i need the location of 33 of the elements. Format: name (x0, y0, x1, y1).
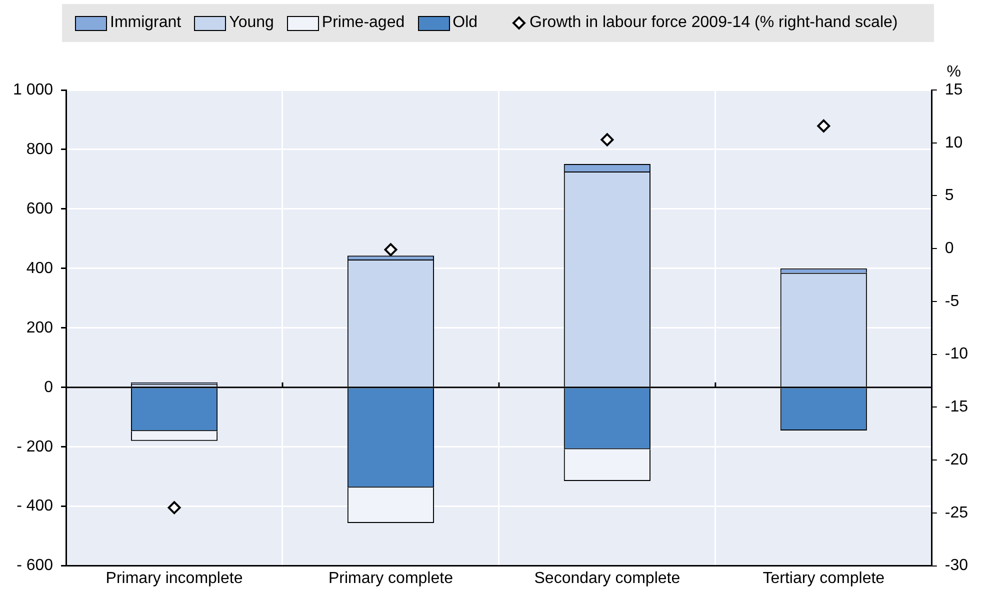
y2-tick-label: -10 (944, 346, 968, 363)
legend-label: Prime-aged (320, 14, 405, 32)
y2-tick-label: -20 (944, 451, 968, 468)
y2-tick-label: -15 (944, 398, 968, 416)
point (168, 501, 181, 514)
y-tick-label: - 600 (16, 557, 54, 574)
y2-tick-label: 15 (944, 81, 963, 98)
y2-tick-label: -25 (944, 504, 968, 522)
y-tick-label: 600 (26, 200, 54, 218)
point (817, 119, 830, 132)
y2-tick-label: 10 (944, 134, 963, 152)
y-tick-label: - 400 (16, 498, 54, 515)
legend-label: Young (228, 14, 274, 32)
legend-label: Immigrant (109, 14, 182, 32)
legend-label: Growth in labour force 2009-14 (% right-hand scale) (528, 14, 898, 32)
y-tick-label: 0 (44, 378, 54, 396)
x-tick-label: Primary complete (328, 570, 454, 587)
y2-tick-label: 5 (944, 187, 954, 204)
y-tick-label: 400 (26, 260, 54, 277)
y2-tick-label: 0 (944, 240, 954, 258)
x-tick-label: Secondary complete (534, 570, 680, 587)
y2-axis-title: % (946, 63, 961, 80)
point (384, 243, 398, 256)
y2-tick-label: -30 (944, 557, 968, 574)
legend-label: Old (452, 14, 478, 32)
x-tick-label: Tertiary complete (762, 570, 885, 587)
x-tick-label: Primary incomplete (106, 570, 243, 587)
y-tick-label: 1 000 (12, 81, 54, 98)
y2-tick-label: -5 (944, 292, 960, 310)
y-tick-label: 800 (26, 140, 54, 158)
point (600, 133, 614, 146)
y-tick-label: 200 (26, 319, 54, 336)
y-tick-label: - 200 (16, 438, 54, 456)
